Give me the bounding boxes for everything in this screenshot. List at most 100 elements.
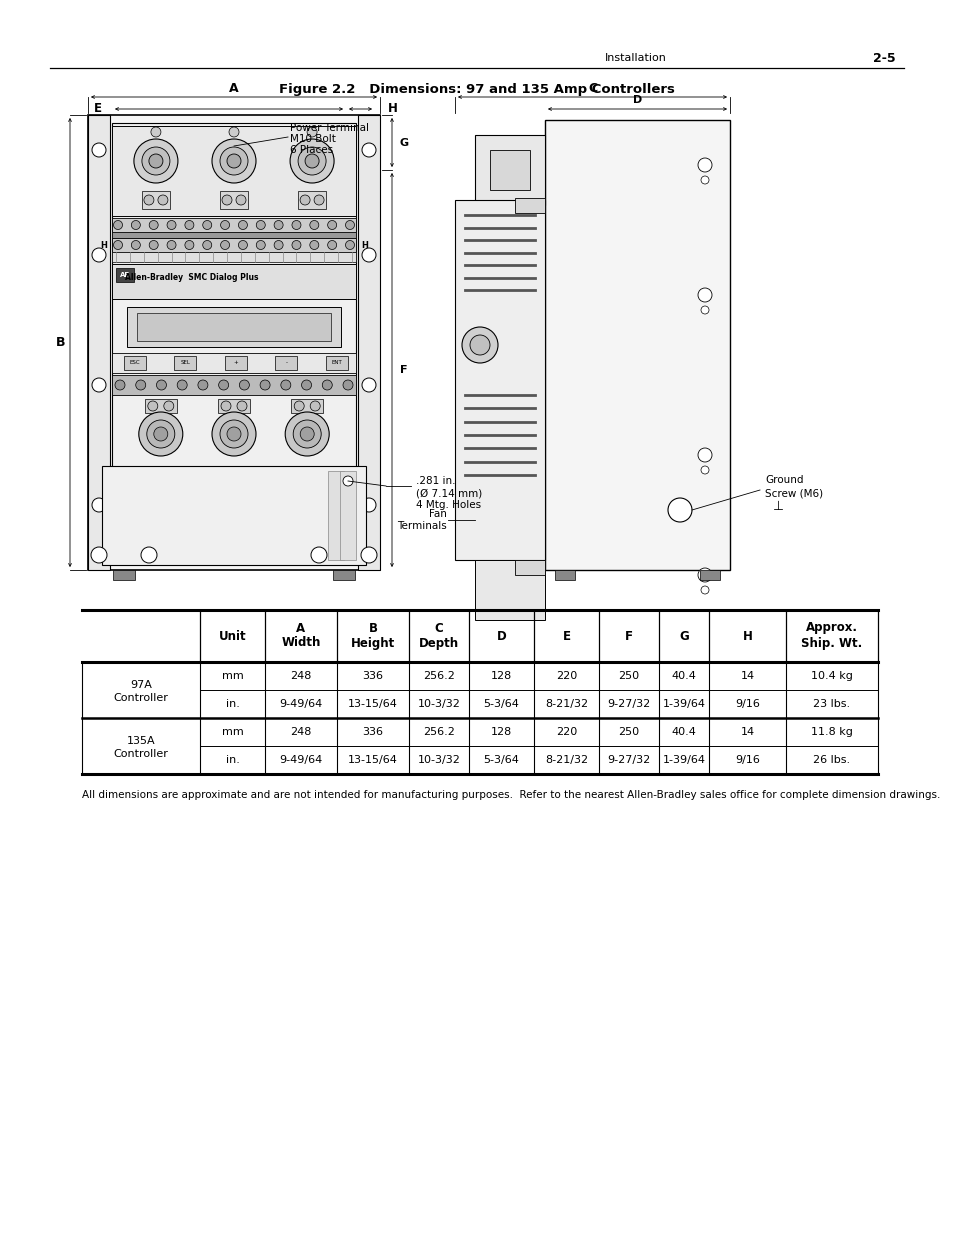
Circle shape (235, 195, 246, 205)
Circle shape (149, 241, 158, 249)
Circle shape (185, 221, 193, 230)
Bar (515, 559, 544, 576)
Text: 40.4: 40.4 (671, 671, 696, 680)
Text: 2-5: 2-5 (872, 52, 895, 64)
Text: C: C (587, 82, 597, 95)
Circle shape (700, 466, 708, 474)
Circle shape (229, 127, 239, 137)
Text: A: A (296, 621, 305, 635)
Text: Terminals: Terminals (396, 521, 447, 531)
Text: Installation: Installation (604, 53, 666, 63)
Circle shape (470, 335, 490, 354)
Bar (328, 471, 344, 559)
Circle shape (149, 154, 163, 168)
Circle shape (343, 380, 353, 390)
Circle shape (113, 241, 122, 249)
Circle shape (260, 380, 270, 390)
Circle shape (698, 158, 711, 172)
Circle shape (156, 380, 166, 390)
Text: G: G (399, 137, 409, 147)
Circle shape (327, 241, 336, 249)
Text: 250: 250 (618, 671, 639, 680)
Text: 9-49/64: 9-49/64 (279, 755, 322, 764)
Bar (555, 571, 575, 580)
Circle shape (218, 380, 229, 390)
Text: 13-15/64: 13-15/64 (348, 699, 397, 709)
Text: 128: 128 (491, 727, 512, 737)
Text: 1-39/64: 1-39/64 (661, 699, 705, 709)
Text: Screw (M6): Screw (M6) (764, 488, 822, 498)
Circle shape (310, 221, 318, 230)
Circle shape (135, 380, 146, 390)
Text: ESC: ESC (130, 361, 140, 366)
Circle shape (322, 380, 332, 390)
Text: 336: 336 (362, 671, 383, 680)
Bar (124, 356, 146, 370)
Text: 10-3/32: 10-3/32 (417, 755, 460, 764)
Text: Width: Width (281, 636, 320, 650)
Text: 5-3/64: 5-3/64 (483, 699, 518, 709)
Text: 256.2: 256.2 (422, 727, 455, 737)
Circle shape (698, 448, 711, 462)
Bar (455, 200, 544, 559)
Circle shape (274, 221, 283, 230)
Bar (174, 356, 196, 370)
Text: 250: 250 (618, 727, 639, 737)
Bar (88, 115, 379, 571)
Text: -: - (285, 361, 287, 366)
Text: 10-3/32: 10-3/32 (417, 699, 460, 709)
Circle shape (238, 221, 247, 230)
Bar (225, 356, 247, 370)
Text: 220: 220 (556, 727, 577, 737)
Bar (116, 268, 133, 282)
Circle shape (700, 306, 708, 314)
Circle shape (91, 547, 107, 563)
Circle shape (222, 195, 232, 205)
Circle shape (220, 221, 230, 230)
Bar (339, 471, 355, 559)
Text: 13-15/64: 13-15/64 (348, 755, 397, 764)
Text: M10 Bolt: M10 Bolt (290, 135, 335, 144)
Text: F: F (399, 366, 407, 375)
Bar (326, 356, 348, 370)
Circle shape (197, 380, 208, 390)
Text: A: A (229, 82, 238, 95)
Text: 5-3/64: 5-3/64 (483, 755, 518, 764)
Text: 248: 248 (290, 671, 312, 680)
Text: +: + (233, 361, 238, 366)
Text: 220: 220 (556, 671, 577, 680)
Circle shape (185, 241, 193, 249)
Bar (475, 559, 544, 620)
Bar (88, 115, 110, 571)
Bar (137, 312, 331, 341)
Bar (112, 375, 355, 395)
Bar (333, 571, 355, 580)
Circle shape (212, 140, 255, 183)
Text: 97A: 97A (130, 680, 152, 690)
Text: D: D (497, 630, 506, 642)
Circle shape (132, 221, 140, 230)
Text: 135A: 135A (127, 736, 155, 746)
Circle shape (301, 380, 312, 390)
Text: E: E (562, 630, 570, 642)
Circle shape (280, 380, 291, 390)
Text: Fan: Fan (429, 509, 447, 519)
Bar (297, 191, 326, 209)
Circle shape (300, 195, 310, 205)
Circle shape (91, 378, 106, 391)
Bar (112, 238, 355, 252)
Text: 128: 128 (491, 671, 512, 680)
Bar (112, 232, 355, 238)
Circle shape (141, 547, 157, 563)
Circle shape (138, 412, 183, 456)
Text: in.: in. (225, 755, 239, 764)
Bar (112, 264, 355, 299)
Text: ⊥: ⊥ (772, 500, 782, 514)
Text: 6 Places: 6 Places (290, 144, 333, 156)
Text: in.: in. (225, 699, 239, 709)
Bar (112, 124, 355, 515)
Text: 1-39/64: 1-39/64 (661, 755, 705, 764)
Bar (218, 399, 250, 412)
Circle shape (292, 221, 300, 230)
Text: D: D (632, 95, 641, 105)
